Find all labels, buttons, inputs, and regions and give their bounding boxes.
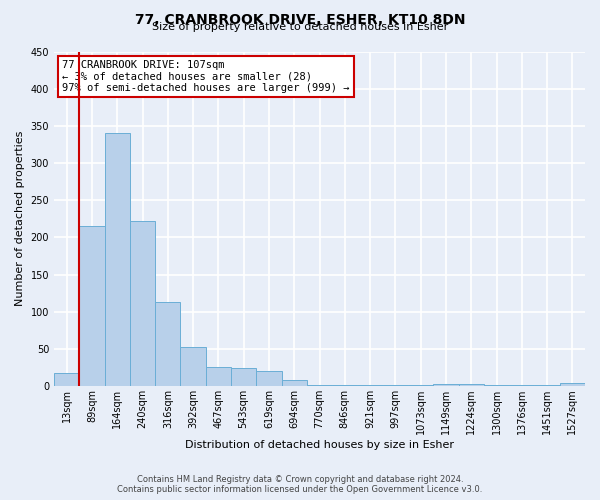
Bar bbox=[358, 384, 383, 386]
Bar bbox=[458, 384, 484, 386]
X-axis label: Distribution of detached houses by size in Esher: Distribution of detached houses by size … bbox=[185, 440, 454, 450]
Bar bbox=[535, 384, 560, 386]
Bar bbox=[433, 384, 458, 386]
Bar bbox=[231, 368, 256, 386]
Bar bbox=[104, 134, 130, 386]
Bar bbox=[509, 384, 535, 386]
Bar bbox=[281, 380, 307, 386]
Bar bbox=[383, 384, 408, 386]
Text: 77 CRANBROOK DRIVE: 107sqm
← 3% of detached houses are smaller (28)
97% of semi-: 77 CRANBROOK DRIVE: 107sqm ← 3% of detac… bbox=[62, 60, 350, 93]
Bar bbox=[181, 346, 206, 386]
Bar bbox=[79, 226, 104, 386]
Text: 77, CRANBROOK DRIVE, ESHER, KT10 8DN: 77, CRANBROOK DRIVE, ESHER, KT10 8DN bbox=[135, 12, 465, 26]
Bar bbox=[307, 384, 332, 386]
Bar bbox=[332, 384, 358, 386]
Bar bbox=[206, 368, 231, 386]
Bar bbox=[560, 383, 585, 386]
Bar bbox=[130, 221, 155, 386]
Text: Contains HM Land Registry data © Crown copyright and database right 2024.
Contai: Contains HM Land Registry data © Crown c… bbox=[118, 474, 482, 494]
Bar bbox=[484, 384, 509, 386]
Bar bbox=[155, 302, 181, 386]
Y-axis label: Number of detached properties: Number of detached properties bbox=[15, 131, 25, 306]
Bar bbox=[408, 384, 433, 386]
Bar bbox=[54, 374, 79, 386]
Bar bbox=[256, 371, 281, 386]
Text: Size of property relative to detached houses in Esher: Size of property relative to detached ho… bbox=[152, 22, 448, 32]
